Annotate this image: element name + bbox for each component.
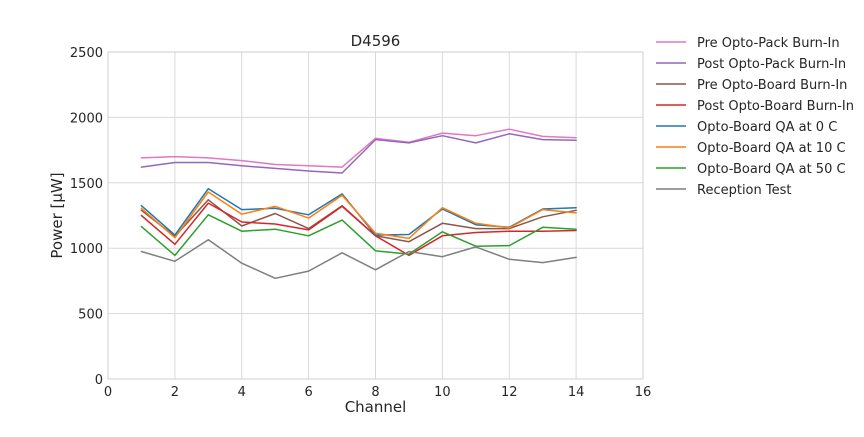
x-tick-label: 16 <box>635 385 652 400</box>
legend-entry-label: Post Opto-Pack Burn-In <box>697 57 846 72</box>
tick-labels: 0 2 4 6 8 10 12 14 16 0 500 1000 1500 2000 2500 <box>70 46 651 400</box>
legend-entry-label: Opto-Board QA at 10 C <box>697 141 846 156</box>
x-tick-label: 10 <box>434 385 451 400</box>
legend-entry-label: Pre Opto-Pack Burn-In <box>697 36 840 51</box>
legend-entry-label: Reception Test <box>697 183 791 198</box>
x-tick-label: 6 <box>304 385 312 400</box>
x-tick-label: 0 <box>104 385 112 400</box>
series-line <box>140 133 577 174</box>
chart-title: D4596 <box>351 32 401 50</box>
x-tick-label: 14 <box>568 385 585 400</box>
y-tick-label: 1500 <box>70 177 103 192</box>
y-tick-label: 0 <box>95 373 103 388</box>
y-axis-label: Power [μW] <box>48 172 66 258</box>
series-line <box>140 238 577 280</box>
x-tick-label: 8 <box>371 385 379 400</box>
y-tick-label: 1000 <box>70 242 103 257</box>
y-tick-label: 2000 <box>70 111 103 126</box>
legend-entry-label: Opto-Board QA at 50 C <box>697 162 846 177</box>
plot-frame <box>107 51 644 380</box>
series-line <box>140 214 577 257</box>
legend: Pre Opto-Pack Burn-In Post Opto-Pack Burn… <box>656 36 854 198</box>
x-tick-label: 2 <box>171 385 179 400</box>
series-line <box>140 128 577 168</box>
x-tick-label: 12 <box>501 385 518 400</box>
x-tick-label: 4 <box>238 385 246 400</box>
legend-entry-label: Post Opto-Board Burn-In <box>697 99 854 114</box>
series-line <box>140 191 577 240</box>
legend-entry-label: Pre Opto-Board Burn-In <box>697 78 847 93</box>
x-axis-label: Channel <box>345 398 407 416</box>
y-tick-label: 500 <box>78 308 103 323</box>
legend-entry-label: Opto-Board QA at 0 C <box>697 120 837 135</box>
series-line <box>140 202 577 257</box>
series-lines <box>140 128 577 280</box>
y-tick-label: 2500 <box>70 46 103 61</box>
